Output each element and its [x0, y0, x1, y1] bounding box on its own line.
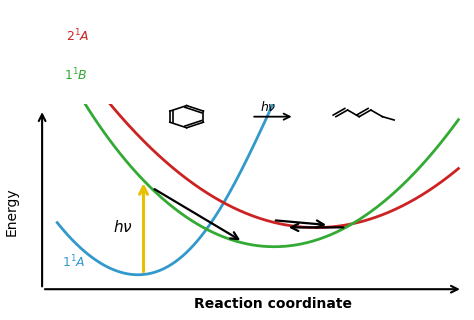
Text: 1$^1$$A$: 1$^1$$A$ [62, 254, 85, 270]
Text: $h\nu$: $h\nu$ [260, 100, 277, 114]
Text: $h\nu$: $h\nu$ [113, 219, 133, 235]
X-axis label: Reaction coordinate: Reaction coordinate [194, 297, 352, 311]
Text: 2$^1$$A$: 2$^1$$A$ [66, 28, 90, 44]
Text: 1$^1$$B$: 1$^1$$B$ [64, 67, 88, 84]
Y-axis label: Energy: Energy [4, 187, 18, 236]
